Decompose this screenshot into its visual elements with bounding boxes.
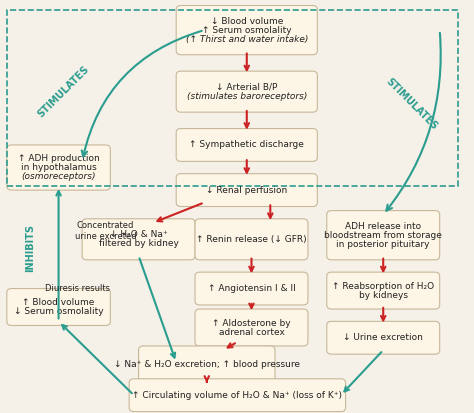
FancyBboxPatch shape [138,346,275,383]
Text: ↑ Sympathetic discharge: ↑ Sympathetic discharge [189,140,304,150]
FancyBboxPatch shape [7,145,110,190]
Text: ↑ Blood volume: ↑ Blood volume [22,298,95,307]
Text: STIMULATES: STIMULATES [36,64,91,119]
Text: ↓ Urine excretion: ↓ Urine excretion [343,333,423,342]
FancyBboxPatch shape [195,272,308,305]
FancyBboxPatch shape [82,219,195,260]
Text: ↑ Renin release (↓ GFR): ↑ Renin release (↓ GFR) [196,235,307,244]
Text: (↑ Thirst and water intake): (↑ Thirst and water intake) [186,35,308,44]
FancyBboxPatch shape [7,289,110,325]
Text: (osmoreceptors): (osmoreceptors) [21,172,96,181]
Text: ↑ Reabsorption of H₂O: ↑ Reabsorption of H₂O [332,282,434,291]
FancyBboxPatch shape [195,309,308,346]
Text: ↑ Angiotensin I & II: ↑ Angiotensin I & II [208,284,295,293]
Text: ↓ Serum osmolality: ↓ Serum osmolality [14,307,103,316]
Text: ADH release into: ADH release into [345,222,421,231]
Text: by kidneys: by kidneys [359,291,408,299]
FancyBboxPatch shape [327,321,440,354]
FancyBboxPatch shape [176,5,318,55]
Text: in hypothalamus: in hypothalamus [21,163,96,172]
FancyBboxPatch shape [195,219,308,260]
FancyBboxPatch shape [327,272,440,309]
FancyBboxPatch shape [176,174,318,206]
Text: filtered by kidney: filtered by kidney [99,239,179,248]
Text: ↑ Circulating volume of H₂O & Na⁺ (loss of K⁺): ↑ Circulating volume of H₂O & Na⁺ (loss … [132,391,342,400]
FancyBboxPatch shape [327,211,440,260]
Text: bloodstream from storage: bloodstream from storage [324,231,442,240]
Text: ↑ ADH production: ↑ ADH production [18,154,100,163]
Text: ↓ H₂O & Na⁺: ↓ H₂O & Na⁺ [110,230,167,239]
Text: Diuresis results: Diuresis results [45,284,110,293]
Text: (stimulates baroreceptors): (stimulates baroreceptors) [187,92,307,101]
FancyBboxPatch shape [129,379,346,412]
Text: ↓ Na⁺ & H₂O excretion; ↑ blood pressure: ↓ Na⁺ & H₂O excretion; ↑ blood pressure [114,360,300,369]
Text: ↓ Arterial B/P: ↓ Arterial B/P [216,83,277,92]
Text: STIMULATES: STIMULATES [384,76,439,132]
Text: in posterior pituitary: in posterior pituitary [337,240,430,249]
Text: adrenal cortex: adrenal cortex [219,328,284,337]
FancyBboxPatch shape [176,71,318,112]
Text: INHIBITS: INHIBITS [25,223,36,271]
Text: ↓ Renal perfusion: ↓ Renal perfusion [206,185,287,195]
Text: ↑ Aldosterone by: ↑ Aldosterone by [212,318,291,328]
Text: ↓ Blood volume: ↓ Blood volume [210,17,283,26]
Text: ↑ Serum osmolality: ↑ Serum osmolality [202,26,292,35]
Text: Concentrated
urine excreted: Concentrated urine excreted [75,221,137,241]
FancyBboxPatch shape [176,128,318,161]
